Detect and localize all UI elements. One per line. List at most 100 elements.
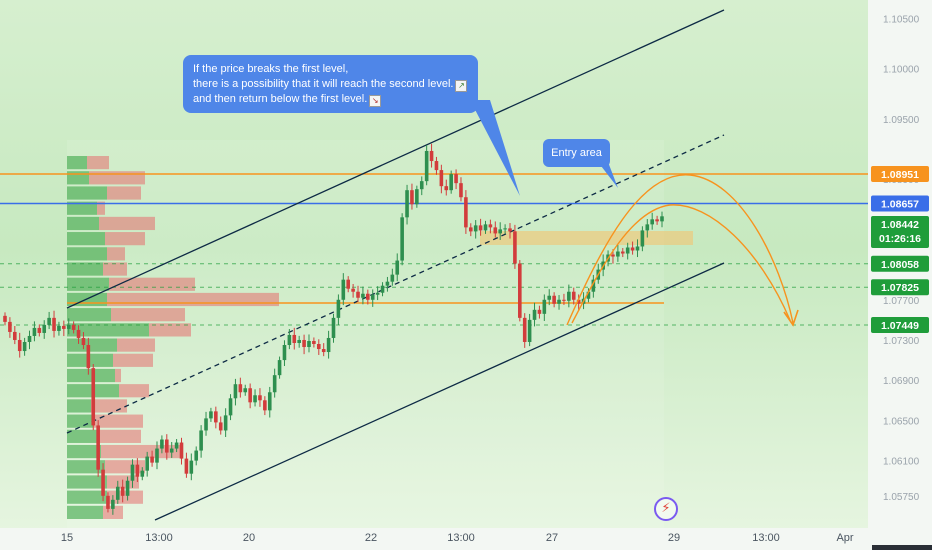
candle-body — [66, 324, 71, 329]
entry-zone — [480, 231, 693, 245]
time-tick-label: 15 — [61, 532, 73, 544]
volume-bar-sell — [107, 292, 279, 307]
candle-body — [169, 448, 174, 453]
time-tick-label: 22 — [365, 532, 377, 544]
candle-body — [135, 464, 140, 477]
volume-bar-buy — [67, 262, 103, 276]
candle-body — [478, 225, 483, 231]
volume-bar-buy — [67, 505, 103, 519]
candle-body — [400, 217, 404, 261]
candle-body — [370, 294, 375, 300]
candle-body — [57, 325, 61, 331]
candle-body — [292, 334, 297, 343]
candle-body — [375, 292, 380, 295]
current-price-label: 1.08442 — [881, 219, 919, 231]
candle-body — [473, 225, 478, 232]
time-tick-label: Apr — [836, 532, 853, 544]
time-axis-panel — [0, 528, 932, 550]
candles — [3, 143, 664, 515]
volume-bar-buy — [67, 308, 111, 322]
candle-body — [96, 425, 100, 470]
volume-bar-sell — [107, 247, 125, 261]
candle-body — [341, 279, 346, 300]
candle-body — [410, 190, 414, 205]
candle-body — [8, 321, 12, 332]
candle-body — [174, 442, 179, 449]
candle-body — [498, 229, 503, 234]
candle-body — [361, 293, 365, 298]
volume-bar-buy — [67, 247, 107, 261]
candle-body — [179, 442, 184, 459]
candle-body — [444, 186, 449, 191]
time-tick-label: 29 — [668, 532, 680, 544]
volume-bar-sell — [89, 171, 145, 185]
volume-bar-buy — [67, 368, 115, 383]
level-badge-label: 1.08657 — [881, 199, 919, 211]
candle-body — [380, 285, 385, 293]
volume-bar-buy — [67, 277, 109, 291]
entry-pointer — [598, 162, 618, 188]
candle-body — [297, 339, 301, 343]
candle-body — [326, 337, 331, 353]
candle-body — [302, 339, 306, 348]
candle-body — [71, 324, 76, 330]
level-badge-label: 1.07449 — [881, 320, 919, 332]
time-tick-label: 27 — [546, 532, 558, 544]
candle-body — [390, 274, 395, 282]
volume-bar-sell — [119, 384, 149, 398]
candle-body — [405, 190, 409, 218]
volume-bar-sell — [111, 308, 185, 322]
candle-body — [503, 228, 507, 230]
candle-body — [630, 247, 635, 251]
volume-bar-buy — [67, 216, 99, 231]
candle-body — [557, 299, 561, 304]
candle-body — [429, 150, 434, 162]
volume-bar-sell — [91, 399, 127, 413]
time-tick-label: 13:00 — [145, 532, 173, 544]
candle-body — [449, 174, 453, 191]
candle-body — [660, 216, 664, 222]
note-pointer — [470, 100, 520, 196]
candle-body — [321, 349, 326, 353]
channel-middle-line — [66, 134, 725, 434]
candle-body — [547, 295, 552, 300]
candle-body — [459, 183, 463, 198]
candle-body — [199, 430, 203, 451]
candle-body — [164, 439, 169, 453]
volume-bar-sell — [107, 186, 141, 200]
candle-body — [552, 295, 556, 304]
candle-body — [52, 317, 56, 331]
candle-body — [223, 415, 228, 431]
level-badge — [871, 317, 929, 333]
candle-body — [204, 418, 208, 431]
candle-body — [508, 228, 512, 232]
volume-bar-sell — [103, 262, 127, 276]
volume-bar-buy — [67, 460, 105, 474]
candle-body — [620, 251, 625, 254]
candle-body — [454, 174, 458, 184]
price-tick-label: 1.07300 — [883, 336, 920, 347]
candle-body — [106, 495, 110, 509]
volume-bar-buy — [67, 444, 101, 459]
candle-body — [439, 170, 444, 187]
candle-body — [37, 327, 42, 333]
candle-body — [586, 291, 591, 299]
candle-body — [356, 291, 360, 298]
candle-body — [468, 227, 473, 232]
chart-up-emoji-icon: ↗ — [455, 80, 468, 92]
volume-bar-sell — [105, 232, 145, 246]
candle-body — [611, 254, 615, 257]
level-badge-label: 1.08058 — [881, 259, 919, 271]
candle-body — [233, 384, 238, 399]
candle-body — [640, 230, 645, 247]
lightning-icon[interactable]: ⚡ — [654, 497, 678, 521]
candle-body — [316, 344, 321, 350]
time-tick-label: 13:00 — [752, 532, 780, 544]
price-tick-label: 1.05750 — [883, 492, 920, 503]
candle-body — [625, 247, 630, 254]
candle-body — [150, 456, 154, 463]
volume-bar-sell — [97, 429, 141, 443]
candle-body — [62, 325, 66, 329]
candle-body — [42, 324, 47, 333]
